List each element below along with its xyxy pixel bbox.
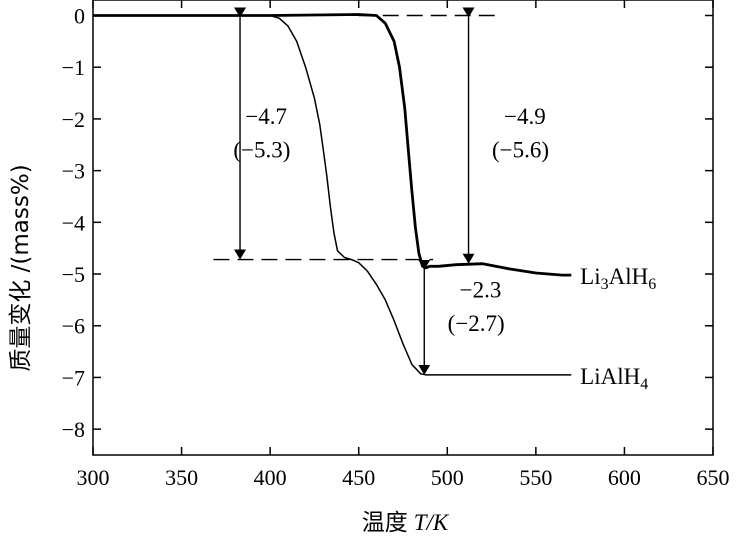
series-labels: Li3AlH6 LiAlH4 <box>580 264 656 393</box>
x-axis-title: 温度 T/K <box>362 510 450 536</box>
y-tick-label-3: −3 <box>62 159 85 184</box>
annotation-paren-2: (−2.7) <box>448 311 505 336</box>
x-axis-title-prefix: 温度 <box>362 510 408 536</box>
y-tick-label-6: −6 <box>62 314 85 339</box>
reference-lines <box>213 14 496 261</box>
y-tick-label-4: −4 <box>62 210 85 235</box>
y-tick-label-7: −7 <box>62 365 85 390</box>
annotation-value-2: −2.3 <box>460 277 502 302</box>
annotation-value-0: −4.7 <box>245 104 287 129</box>
x-tick-label-2: 400 <box>254 465 287 490</box>
y-tick-label-1: −1 <box>62 55 85 80</box>
series-line-LiAlH4 <box>93 14 572 376</box>
y-tick-label-2: −2 <box>62 107 85 132</box>
y-tick-label-8: −8 <box>62 417 85 442</box>
annotations: −4.7 (−5.3) −4.9 (−5.6) −2.3 (−2.7) <box>233 7 549 375</box>
series-label-Li3AlH6: Li3AlH6 <box>580 264 656 293</box>
x-tick-label-1: 350 <box>165 465 198 490</box>
x-axis-title-var: T/K <box>414 510 450 535</box>
series-label-LiAlH4: LiAlH4 <box>580 364 648 393</box>
x-tick-label-7: 650 <box>697 465 730 490</box>
annotation-paren-1: (−5.6) <box>492 138 549 163</box>
x-tick-label-0: 300 <box>77 465 110 490</box>
y-tick-label-0: 0 <box>74 4 85 29</box>
annotation-paren-0: (−5.3) <box>233 138 290 163</box>
series-group <box>93 13 572 376</box>
series-line-Li3AlH6 <box>93 13 572 277</box>
annotation-value-1: −4.9 <box>504 104 546 129</box>
x-tick-label-6: 600 <box>608 465 641 490</box>
x-tick-label-3: 450 <box>342 465 375 490</box>
axis-ticks: 300 350 400 450 500 550 600 650 0 −1 −2 −3 −4 −5 −6 −7 −… <box>62 0 730 490</box>
x-tick-label-5: 550 <box>519 465 552 490</box>
y-tick-label-5: −5 <box>62 262 85 287</box>
y-axis-title: 质量变化 /(mass%) <box>8 164 34 371</box>
plot-area <box>92 0 714 456</box>
x-tick-label-4: 500 <box>431 465 464 490</box>
